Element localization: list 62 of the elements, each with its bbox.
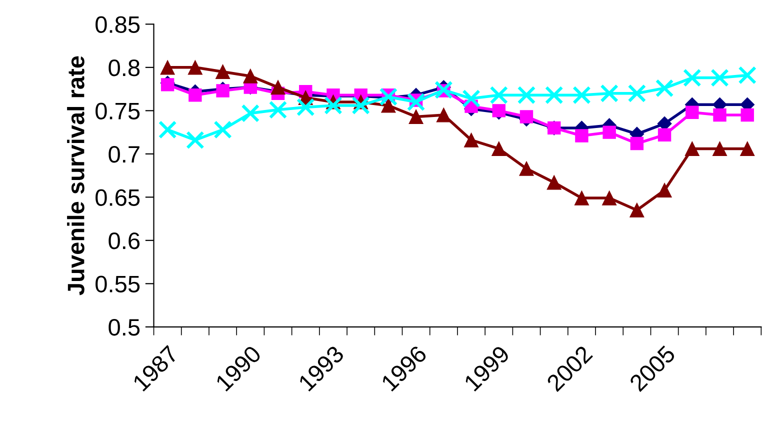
point [575,129,588,142]
y-tick-label: 0.8 [108,59,140,76]
point [657,182,672,198]
point [243,68,258,84]
point [684,141,700,156]
point [713,108,726,122]
point [186,130,204,150]
point [517,86,536,104]
point [381,98,396,113]
y-axis-title: Juvenile survival rate [67,56,84,296]
y-tick-label: 0.5 [108,318,140,336]
point [492,141,506,156]
point [520,110,534,124]
y-tick-label: 0.85 [96,16,140,33]
point [408,109,424,124]
point [740,108,754,122]
point [490,86,508,104]
point [296,98,315,116]
point [602,126,616,139]
point [574,190,590,206]
point [352,96,370,115]
point [630,136,644,150]
point [710,68,729,87]
point [379,88,398,106]
point [630,202,644,218]
point [519,161,534,176]
point [682,68,702,87]
y-tick-label: 0.7 [108,146,140,163]
point [544,86,564,104]
point [628,84,646,103]
point [215,64,230,80]
point [406,92,426,112]
point [436,108,451,122]
point [546,175,562,190]
point [241,104,260,122]
point [462,89,480,108]
point [712,141,728,156]
point [188,88,202,102]
point [738,66,757,84]
point [686,106,699,119]
point [160,60,175,75]
point [324,96,342,115]
point [602,190,617,206]
point [216,84,230,98]
y-tick-label: 0.55 [96,276,140,292]
point [188,60,202,75]
point [270,80,286,95]
point [268,100,288,119]
point [655,79,674,98]
y-tick-label: 0.6 [108,232,140,250]
point [158,120,177,139]
point [434,80,453,100]
y-tick-label: 0.65 [96,189,140,206]
point [658,128,672,142]
point [160,78,174,92]
point [740,141,755,156]
point [572,86,591,104]
point [464,132,479,148]
point [600,84,618,103]
point [492,104,506,118]
y-tick-label: 0.75 [96,102,140,120]
point [214,120,232,139]
